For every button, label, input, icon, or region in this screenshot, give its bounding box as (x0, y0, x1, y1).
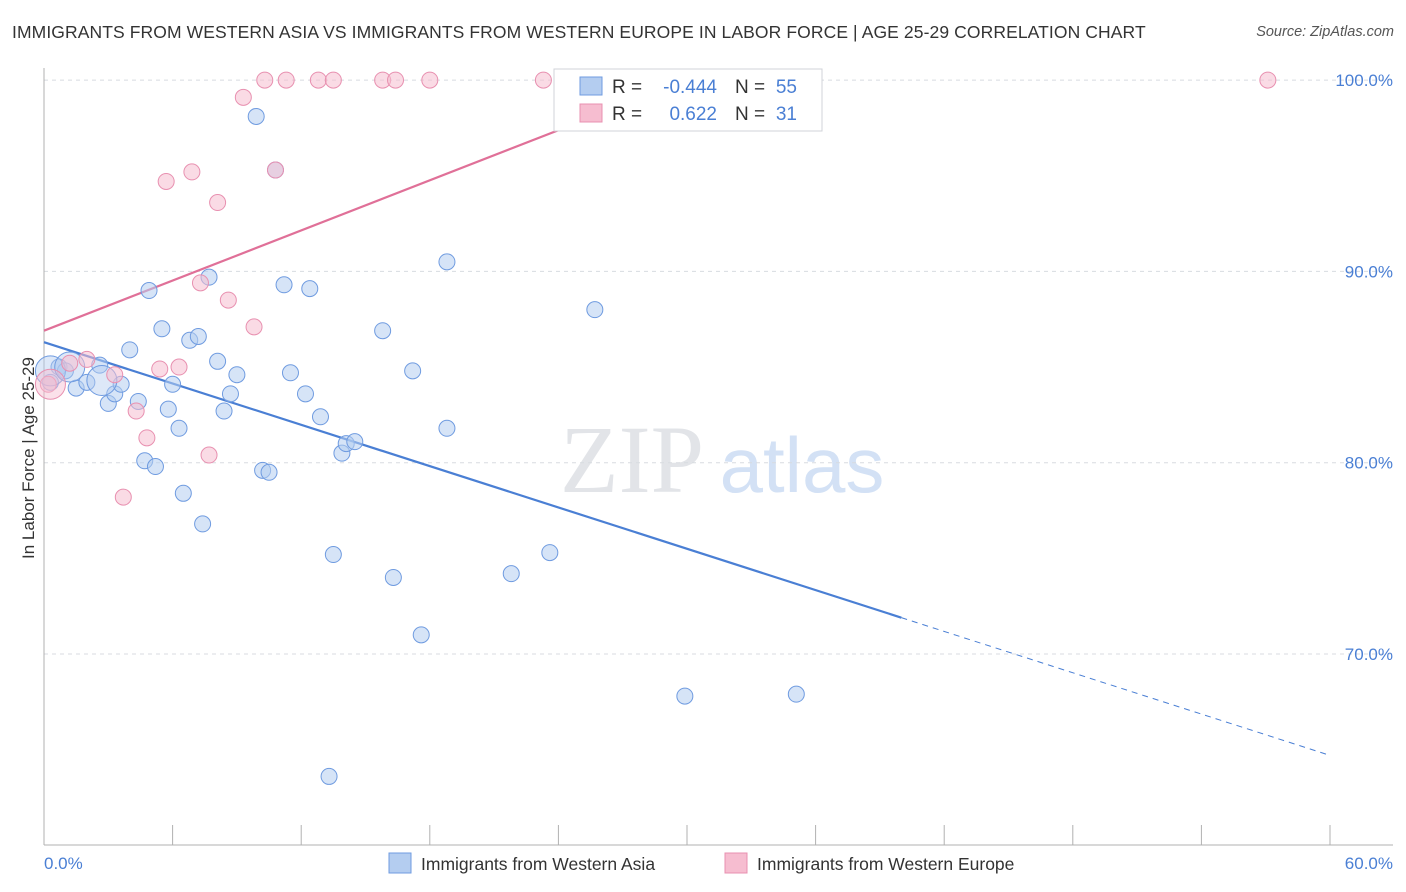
series-legend-swatch-western-asia (388, 852, 412, 874)
source-credit: Source: ZipAtlas.com (1256, 24, 1394, 40)
data-point-western-europe (277, 71, 295, 89)
data-point-western-asia (676, 687, 694, 705)
data-point-western-europe (421, 71, 439, 89)
chart-title: IMMIGRANTS FROM WESTERN ASIA VS IMMIGRAN… (12, 22, 1146, 42)
trendline-western-asia (43, 341, 902, 619)
data-point-western-asia (174, 484, 192, 502)
y-tick-labels: 70.0% 80.0% 90.0% 100.0% (1335, 71, 1393, 664)
trendline-western-asia-extension (901, 617, 1331, 756)
data-point-western-europe (245, 318, 263, 336)
data-point-large-western-europe (34, 368, 66, 400)
data-point-western-asia (438, 253, 456, 271)
data-point-western-asia (170, 419, 188, 437)
data-point-western-asia (301, 280, 319, 298)
data-point-western-europe (61, 354, 79, 372)
axes (43, 68, 1393, 846)
data-point-western-europe (127, 402, 145, 420)
data-point-western-europe (534, 71, 552, 89)
data-point-western-europe (209, 194, 227, 212)
data-point-western-asia (374, 322, 392, 340)
data-point-western-asia (384, 568, 402, 586)
legend-r-label-2: R = (612, 104, 642, 125)
data-point-western-asia (228, 366, 246, 384)
x-tick-label-max: 60.0% (1345, 854, 1393, 873)
watermark-atlas: atlas (720, 421, 885, 509)
gridlines (44, 79, 1393, 655)
data-point-western-asia (121, 341, 139, 359)
legend-r-value-western-asia: -0.444 (663, 77, 717, 98)
data-point-western-asia (194, 515, 212, 533)
data-point-western-asia (438, 419, 456, 437)
data-point-western-asia (502, 565, 520, 583)
data-point-western-europe (39, 375, 57, 393)
data-point-western-asia (153, 320, 171, 338)
legend-r-label: R = (612, 77, 642, 98)
data-point-western-asia (324, 546, 342, 564)
y-tick-label-70: 70.0% (1345, 645, 1393, 664)
watermark-zip: ZIP (560, 406, 704, 513)
correlation-legend: R = -0.444 N = 55 R = 0.622 N = 31 (553, 68, 823, 132)
data-point-western-asia (140, 282, 158, 300)
data-point-western-europe (183, 163, 201, 181)
legend-n-value-western-europe: 31 (776, 104, 797, 125)
x-tick-label-min: 0.0% (44, 854, 83, 873)
data-point-western-europe (151, 360, 169, 378)
data-point-western-europe (324, 71, 342, 89)
data-point-western-asia (146, 458, 164, 476)
data-point-western-europe (78, 350, 96, 368)
data-point-western-asia (247, 107, 265, 125)
data-point-western-europe (191, 274, 209, 292)
data-point-western-asia (296, 385, 314, 403)
data-point-western-asia (346, 433, 364, 451)
legend-r-value-western-europe: 0.622 (669, 104, 717, 125)
data-point-western-europe (1259, 71, 1277, 89)
legend-swatch-western-europe (579, 103, 603, 123)
series-legend-label-western-asia: Immigrants from Western Asia (421, 854, 655, 874)
data-point-western-asia (787, 685, 805, 703)
data-point-western-asia (260, 463, 278, 481)
data-point-western-europe (256, 71, 274, 89)
data-point-western-asia (404, 362, 422, 380)
data-point-western-asia (320, 767, 338, 785)
y-tick-label-80: 80.0% (1345, 454, 1393, 473)
data-point-western-europe (170, 358, 188, 376)
data-point-western-europe (266, 161, 284, 179)
series-legend-swatch-western-europe (724, 852, 748, 874)
data-point-western-asia (281, 364, 299, 382)
data-point-western-europe (200, 446, 218, 464)
data-point-western-asia (164, 375, 182, 393)
y-tick-label-100: 100.0% (1335, 71, 1393, 90)
series-legend: Immigrants from Western Asia Immigrants … (388, 852, 1014, 874)
data-point-western-asia (311, 408, 329, 426)
data-point-western-asia (412, 626, 430, 644)
data-point-western-europe (106, 366, 124, 384)
data-point-western-europe (234, 88, 252, 106)
legend-swatch-western-asia (579, 76, 603, 96)
data-point-western-asia (215, 402, 233, 420)
data-point-western-europe (138, 429, 156, 447)
series-legend-label-western-europe: Immigrants from Western Europe (757, 854, 1014, 874)
data-point-western-asia (189, 327, 207, 345)
data-point-western-europe (387, 71, 405, 89)
legend-n-label: N = (735, 77, 765, 98)
data-point-western-asia (159, 400, 177, 418)
data-point-western-asia (221, 385, 239, 403)
data-point-western-europe (219, 291, 237, 309)
y-axis-title: In Labor Force | Age 25-29 (19, 357, 38, 559)
data-point-western-europe (114, 488, 132, 506)
data-points (34, 71, 1277, 785)
y-tick-label-90: 90.0% (1345, 262, 1393, 281)
data-point-western-asia (209, 352, 227, 370)
legend-n-value-western-asia: 55 (776, 77, 797, 98)
data-point-western-asia (586, 301, 604, 319)
data-point-western-europe (157, 172, 175, 190)
data-point-western-asia (541, 544, 559, 562)
data-point-western-asia (275, 276, 293, 294)
x-tick-labels: 0.0% 60.0% (44, 854, 1393, 873)
watermark: ZIP atlas (560, 406, 884, 513)
legend-n-label-2: N = (735, 104, 765, 125)
data-point-western-europe (309, 71, 327, 89)
